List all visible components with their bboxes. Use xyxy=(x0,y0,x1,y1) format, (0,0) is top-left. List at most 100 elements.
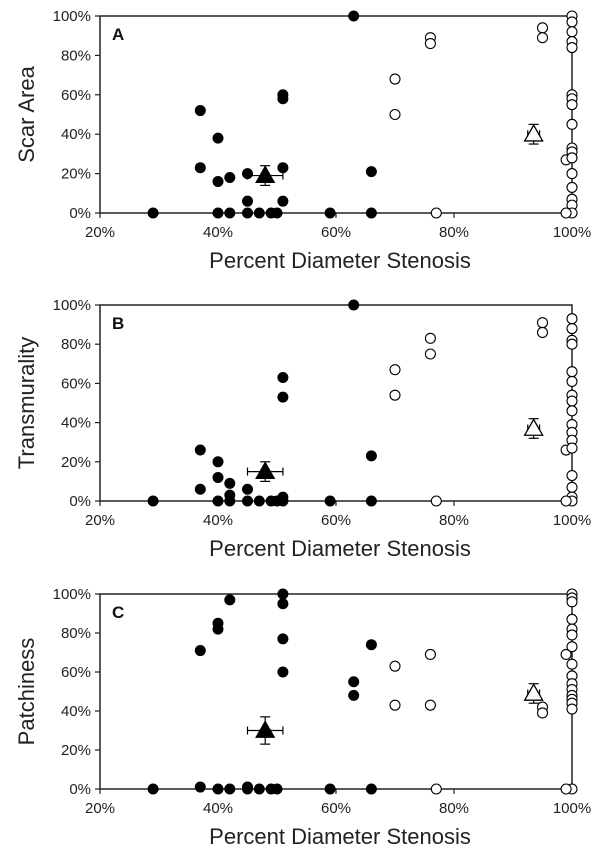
data-point-open xyxy=(566,405,578,417)
data-point-open xyxy=(560,207,572,219)
data-point-open xyxy=(566,168,578,180)
data-point-open xyxy=(430,495,442,507)
data-point-open xyxy=(389,699,401,711)
data-point-filled xyxy=(242,783,253,795)
data-point-open xyxy=(566,322,578,335)
y-tick-label: 60% xyxy=(61,87,91,104)
y-tick-label: 40% xyxy=(61,703,91,720)
mean-marker-filled-triangle xyxy=(255,720,276,738)
data-point-filled xyxy=(277,588,289,600)
chart-panel-b: 0% 20% 40% 60% 80% 100% 20% 40% 60% 80% 100% Percen… xyxy=(14,297,591,561)
y-axis-title: Transmurality xyxy=(14,337,39,469)
data-point-filled xyxy=(194,483,206,495)
data-point-open xyxy=(560,495,572,507)
y-tick-label: 80% xyxy=(61,336,91,353)
data-point-open xyxy=(566,313,578,325)
y-tick-label: 0% xyxy=(69,781,91,798)
x-tick-label: 40% xyxy=(203,224,233,241)
data-point-open xyxy=(566,366,578,378)
y-tick-label: 20% xyxy=(61,742,91,759)
mean-marker-open-triangle xyxy=(523,683,544,701)
panel-letter-b: B xyxy=(112,314,124,333)
data-point-open xyxy=(566,703,578,715)
data-point-filled xyxy=(194,105,206,117)
y-tick-label: 100% xyxy=(53,297,91,314)
data-point-open xyxy=(566,629,578,641)
data-point-open xyxy=(424,648,436,661)
data-point-filled xyxy=(277,162,289,174)
data-point-filled xyxy=(194,781,206,793)
data-point-filled xyxy=(224,594,236,606)
data-point-open xyxy=(536,22,549,34)
data-point-open xyxy=(389,364,401,376)
y-tick-label: 20% xyxy=(61,166,91,183)
y-tick-label: 0% xyxy=(69,205,91,222)
data-point-filled xyxy=(147,495,159,507)
data-point-filled xyxy=(194,444,206,456)
x-tick-label: 60% xyxy=(321,512,351,529)
mean-marker-open-triangle xyxy=(523,123,544,142)
data-point-open xyxy=(566,338,578,350)
x-tick-label: 20% xyxy=(85,800,115,817)
panel-letter-a: A xyxy=(112,25,124,44)
data-point-open xyxy=(566,395,578,407)
data-point-open xyxy=(430,783,442,795)
data-point-filled xyxy=(277,633,289,645)
mean-marker-filled-triangle xyxy=(255,461,276,480)
plot-frame xyxy=(99,593,573,790)
data-point-filled xyxy=(365,495,377,507)
data-point-open xyxy=(389,660,401,672)
data-point-filled xyxy=(277,598,289,610)
x-axis-title: Percent Diameter Stenosis xyxy=(209,824,471,849)
data-point-filled xyxy=(324,495,336,507)
data-point-filled xyxy=(253,783,265,795)
data-point-filled xyxy=(224,783,236,795)
y-tick-label: 100% xyxy=(53,586,91,603)
data-point-filled xyxy=(365,166,377,178)
data-point-filled xyxy=(348,689,360,701)
data-point-open xyxy=(566,26,578,38)
data-point-filled xyxy=(271,207,283,219)
data-point-filled xyxy=(212,495,224,507)
plot-frame xyxy=(99,304,573,502)
data-point-open xyxy=(566,658,578,670)
chart-panel-c: 0% 20% 40% 60% 80% 100% 20% 40% 60% 80% 100% Percen… xyxy=(14,586,591,849)
data-point-filled xyxy=(365,450,377,462)
x-tick-label: 80% xyxy=(439,224,469,241)
data-point-open xyxy=(536,707,549,719)
data-point-open xyxy=(424,332,436,344)
data-point-filled xyxy=(224,477,236,489)
x-tick-label: 20% xyxy=(85,224,115,241)
data-point-open xyxy=(566,41,578,54)
data-point-open xyxy=(389,108,401,121)
data-point-open xyxy=(536,32,549,44)
data-point-filled xyxy=(212,132,224,144)
y-tick-label: 20% xyxy=(61,454,91,471)
chart-panel-a: 0% 20% 40% 60% 80% 100% 20% 40% 60% 80% 100% Percen… xyxy=(14,8,591,273)
data-point-filled xyxy=(277,372,289,384)
x-axis-title: Percent Diameter Stenosis xyxy=(209,536,471,561)
data-point-open xyxy=(389,73,401,85)
data-point-filled xyxy=(212,175,224,187)
data-point-filled xyxy=(324,783,336,795)
data-point-filled xyxy=(365,783,377,795)
x-tick-label: 100% xyxy=(553,224,591,241)
data-point-filled xyxy=(277,391,289,403)
data-point-filled xyxy=(242,483,253,495)
data-point-filled xyxy=(242,195,253,207)
data-point-filled xyxy=(277,666,289,678)
data-point-filled xyxy=(348,676,360,688)
data-point-filled xyxy=(224,207,236,219)
data-point-open xyxy=(566,99,578,111)
data-point-filled xyxy=(212,623,224,635)
mean-marker-filled-triangle xyxy=(255,165,276,183)
data-point-open xyxy=(389,389,401,401)
x-tick-label: 20% xyxy=(85,512,115,529)
data-point-filled xyxy=(271,783,283,795)
data-point-open xyxy=(566,442,578,454)
data-point-open xyxy=(424,38,436,50)
x-tick-label: 40% xyxy=(203,512,233,529)
data-point-filled xyxy=(277,93,289,105)
data-point-open xyxy=(566,181,578,193)
y-tick-label: 80% xyxy=(61,47,91,64)
